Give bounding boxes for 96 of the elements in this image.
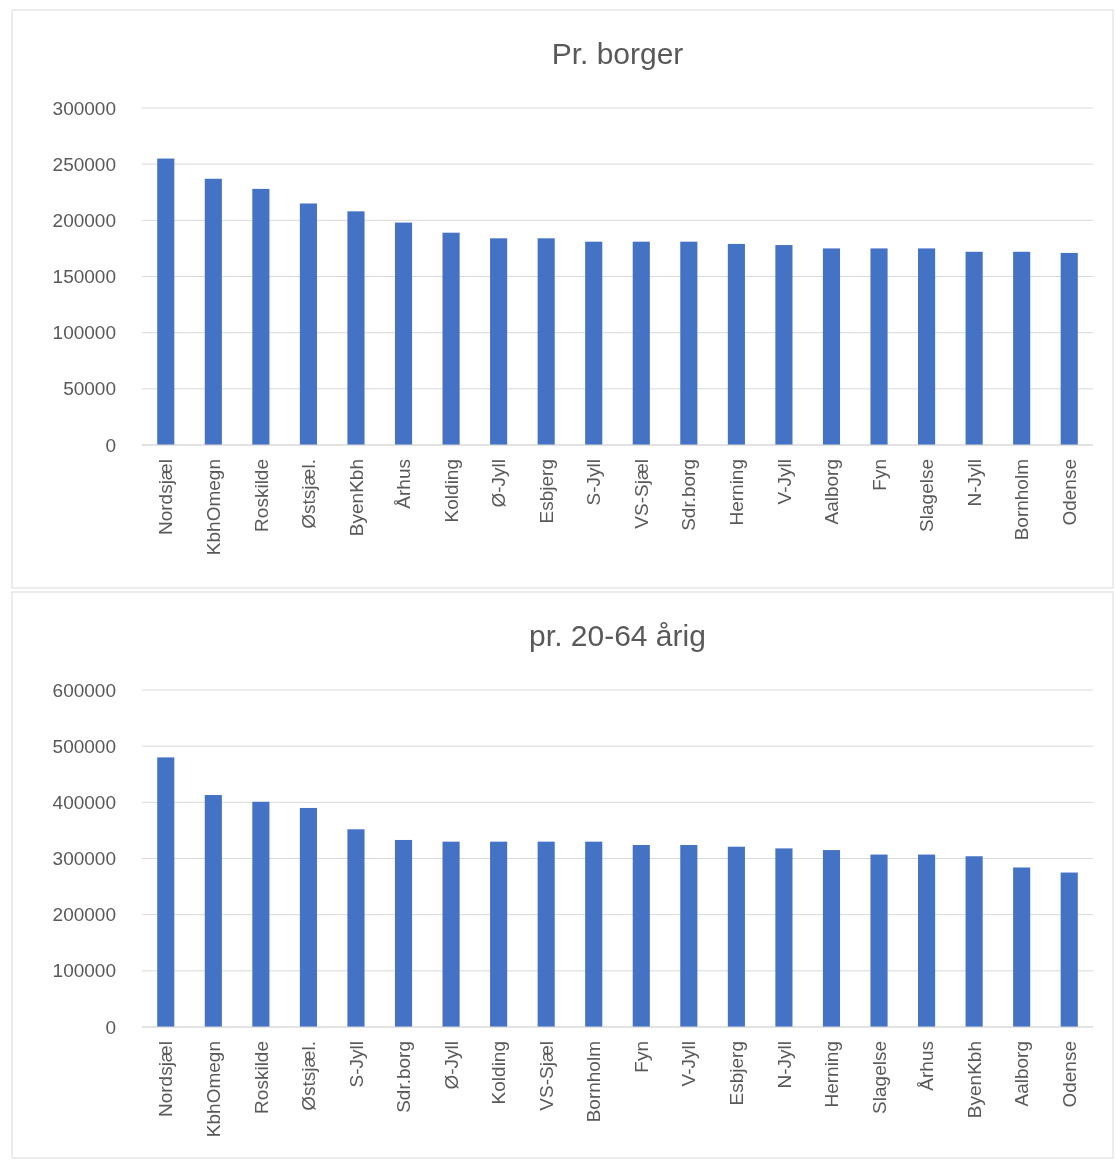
x-tick-label: Sdr.borg <box>678 459 700 531</box>
x-tick-label: Esbjerg <box>535 459 557 524</box>
x-tick-label: VS-Sjæl <box>630 459 652 529</box>
x-tick-label: Odense <box>1058 1041 1080 1108</box>
y-tick-label: 200000 <box>52 904 116 926</box>
bar <box>727 846 745 1027</box>
x-tick-label: Sdr.borg <box>393 1041 415 1113</box>
bar <box>585 241 603 445</box>
bar <box>442 841 460 1027</box>
x-tick-label: N-Jyll <box>773 1041 795 1089</box>
y-tick-label: 150000 <box>52 266 116 288</box>
x-tick-label: Kolding <box>488 1041 510 1105</box>
y-tick-label: 400000 <box>52 791 116 813</box>
x-tick-label: ByenKbh <box>345 459 367 537</box>
x-tick-label: Nordsjæl <box>155 1041 177 1118</box>
bar <box>252 801 270 1027</box>
x-tick-label: Bornholm <box>583 1041 605 1123</box>
x-tick-label: N-Jyll <box>963 459 985 507</box>
bar <box>394 222 413 445</box>
bar <box>727 243 745 445</box>
bar <box>537 238 555 445</box>
x-tick-label: V-Jyll <box>678 1041 700 1087</box>
x-tick-label: Århus <box>916 1041 938 1091</box>
bar <box>1060 252 1078 445</box>
bar <box>394 839 413 1027</box>
x-tick-label: Ø-Jyll <box>440 1041 462 1090</box>
y-tick-label: 50000 <box>63 378 116 400</box>
x-tick-label: Aalborg <box>1011 1041 1033 1107</box>
x-tick-label: Roskilde <box>250 459 272 532</box>
x-tick-label: KbhOmegn <box>202 1041 224 1138</box>
x-tick-label: Herning <box>821 1041 843 1108</box>
bar <box>632 845 650 1027</box>
bar <box>775 848 793 1027</box>
bar <box>442 232 460 445</box>
x-tick-label: S-Jyll <box>583 459 605 506</box>
y-tick-label: 600000 <box>52 679 116 701</box>
x-tick-label: Kolding <box>440 459 462 523</box>
chart-title: Pr. borger <box>551 37 684 70</box>
bar <box>157 757 175 1027</box>
bar <box>918 248 936 445</box>
bar <box>918 854 936 1027</box>
bar <box>965 856 983 1027</box>
y-tick-label: 300000 <box>52 97 116 119</box>
bar <box>632 241 650 445</box>
y-tick-label: 200000 <box>52 209 116 231</box>
bar <box>965 251 983 445</box>
bar <box>822 850 841 1027</box>
chart-title: pr. 20-64 årig <box>529 619 706 652</box>
x-tick-label: Odense <box>1058 459 1080 526</box>
x-tick-label: Roskilde <box>250 1041 272 1114</box>
bar <box>157 158 175 445</box>
x-tick-label: Fyn <box>868 459 890 491</box>
x-tick-label: Aalborg <box>821 459 843 525</box>
x-tick-label: S-Jyll <box>345 1041 367 1088</box>
x-tick-label: Herning <box>726 459 748 526</box>
bar <box>299 203 317 445</box>
y-tick-label: 0 <box>105 434 116 456</box>
y-tick-label: 300000 <box>52 848 116 870</box>
x-tick-label: V-Jyll <box>773 459 795 505</box>
bar <box>870 854 888 1027</box>
bar <box>252 188 270 445</box>
x-tick-label: Slagelse <box>868 1041 890 1114</box>
x-tick-label: Østsjæl. <box>298 1041 320 1111</box>
bar <box>585 841 603 1027</box>
bar <box>204 178 222 445</box>
x-tick-label: KbhOmegn <box>202 459 224 556</box>
bar <box>775 245 793 445</box>
bar <box>680 845 698 1027</box>
bar <box>347 829 365 1027</box>
bar <box>1013 251 1031 445</box>
bar <box>537 841 555 1027</box>
bar <box>822 248 841 445</box>
bar <box>204 795 222 1027</box>
bar <box>299 807 317 1027</box>
x-tick-label: Århus <box>393 459 415 509</box>
y-tick-label: 500000 <box>52 735 116 757</box>
x-tick-label: Esbjerg <box>726 1041 748 1106</box>
y-tick-label: 100000 <box>52 960 116 982</box>
y-tick-label: 100000 <box>52 322 116 344</box>
x-tick-label: ByenKbh <box>963 1041 985 1119</box>
bar <box>1013 867 1031 1027</box>
bar <box>490 238 508 445</box>
x-tick-label: Fyn <box>630 1041 652 1073</box>
bar <box>347 211 365 445</box>
y-tick-label: 0 <box>105 1016 116 1038</box>
bar <box>490 841 508 1027</box>
x-tick-label: Nordsjæl <box>155 459 177 536</box>
x-tick-label: Østsjæl. <box>298 459 320 529</box>
bar <box>1060 872 1078 1027</box>
bar <box>680 241 698 445</box>
bar <box>870 248 888 445</box>
y-tick-label: 250000 <box>52 153 116 175</box>
x-tick-label: VS-Sjæl <box>535 1041 557 1111</box>
x-tick-label: Bornholm <box>1011 459 1033 541</box>
x-tick-label: Ø-Jyll <box>488 459 510 508</box>
x-tick-label: Slagelse <box>916 459 938 532</box>
